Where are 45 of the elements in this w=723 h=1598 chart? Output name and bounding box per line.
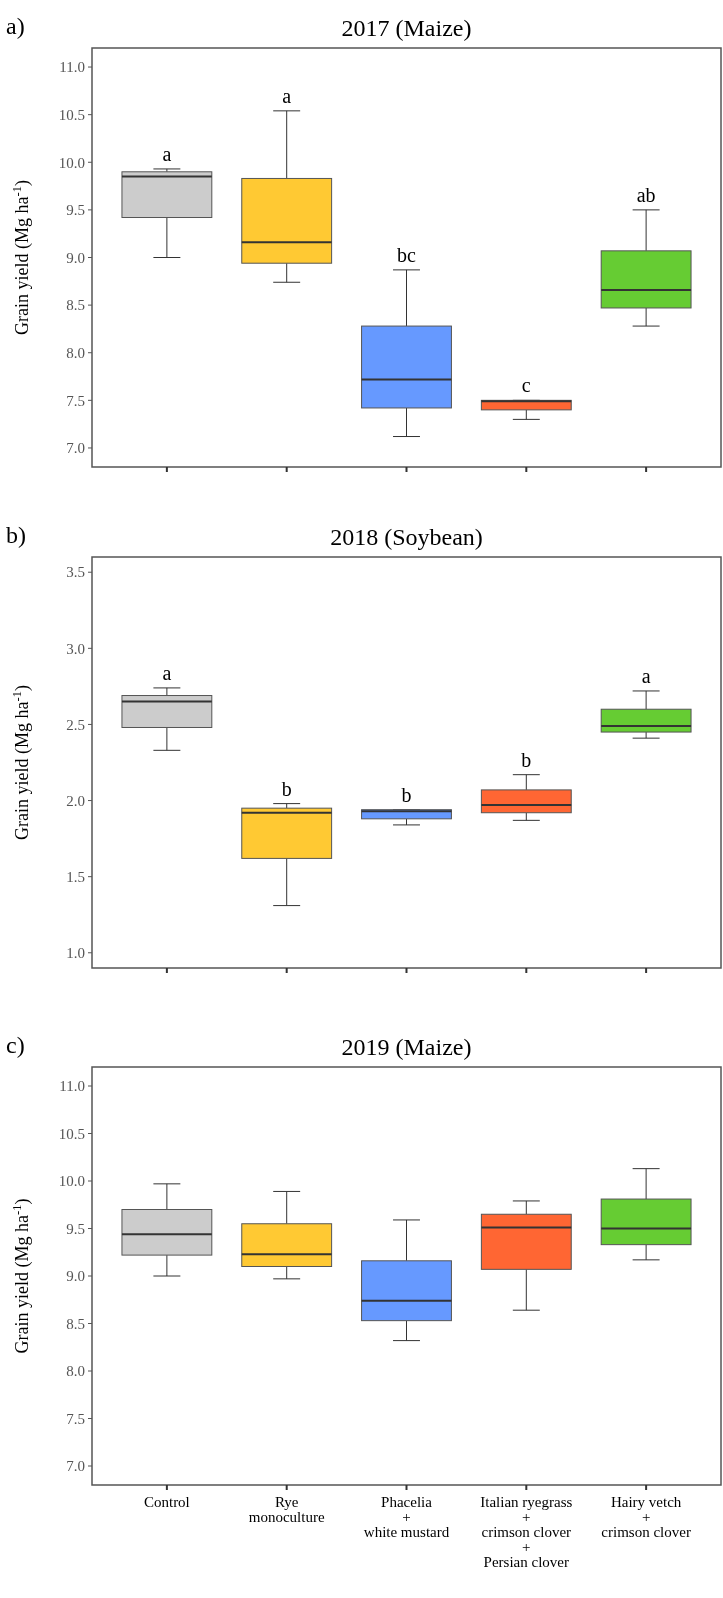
y-tick-label: 2.0 <box>66 792 85 809</box>
y-tick-label: 10.5 <box>58 106 85 123</box>
annotation: b <box>281 777 292 800</box>
y-tick-label: 7.0 <box>66 1458 85 1475</box>
y-tick-label: 10.0 <box>58 1173 85 1190</box>
x-tick-label: Phacelia + white mustard <box>363 1494 450 1540</box>
y-tick-label: 2.5 <box>66 716 85 733</box>
annotation: ab <box>636 183 656 206</box>
annotation: a <box>282 84 292 107</box>
x-tick-label: Italian ryegrass + crimson clover + Persian clover <box>480 1494 573 1570</box>
y-tick-label: 8.0 <box>66 344 85 361</box>
annotation: b <box>521 748 532 771</box>
annotation: a <box>162 142 172 165</box>
y-tick-label: 9.0 <box>66 249 85 266</box>
y-tick-label: 10.5 <box>58 1125 85 1142</box>
y-tick-label: 9.5 <box>66 202 85 219</box>
y-tick-label: 11.0 <box>59 1078 85 1095</box>
text: c) <box>6 1032 25 1058</box>
y-tick-label: 1.5 <box>66 868 85 885</box>
x-tick-label: Rye monoculture <box>248 1494 325 1525</box>
y-tick-label: 7.5 <box>66 1410 85 1427</box>
y-tick-label: 8.0 <box>66 1363 85 1380</box>
chart-title: 2019 (Maize) <box>341 1034 472 1060</box>
annotation: bc <box>397 243 417 266</box>
y-tick-label: 3.5 <box>66 564 85 581</box>
y-tick-label: 1.0 <box>66 945 85 962</box>
y-tick-label: 7.0 <box>66 440 85 457</box>
y-tick-label: 9.5 <box>66 1220 85 1237</box>
y-tick-label: 10.0 <box>58 154 85 171</box>
x-tick-label: Control <box>143 1494 190 1510</box>
chart-title: 2017 (Maize) <box>341 15 472 41</box>
annotation: b <box>401 783 412 806</box>
annotation: a <box>641 664 651 687</box>
y-tick-label: 8.5 <box>66 297 85 314</box>
chart-title: 2018 (Soybean) <box>330 524 483 550</box>
annotation: c <box>521 374 531 397</box>
y-tick-label: 9.0 <box>66 1268 85 1285</box>
text: b) <box>6 522 26 548</box>
y-tick-label: 7.5 <box>66 392 85 409</box>
y-tick-label: 8.5 <box>66 1315 85 1332</box>
y-tick-label: 3.0 <box>66 640 85 657</box>
annotation: a <box>162 661 172 684</box>
y-tick-label: 11.0 <box>59 59 85 76</box>
text: a) <box>6 13 25 39</box>
x-tick-label: Hairy vetch + crimson clover <box>601 1494 691 1540</box>
